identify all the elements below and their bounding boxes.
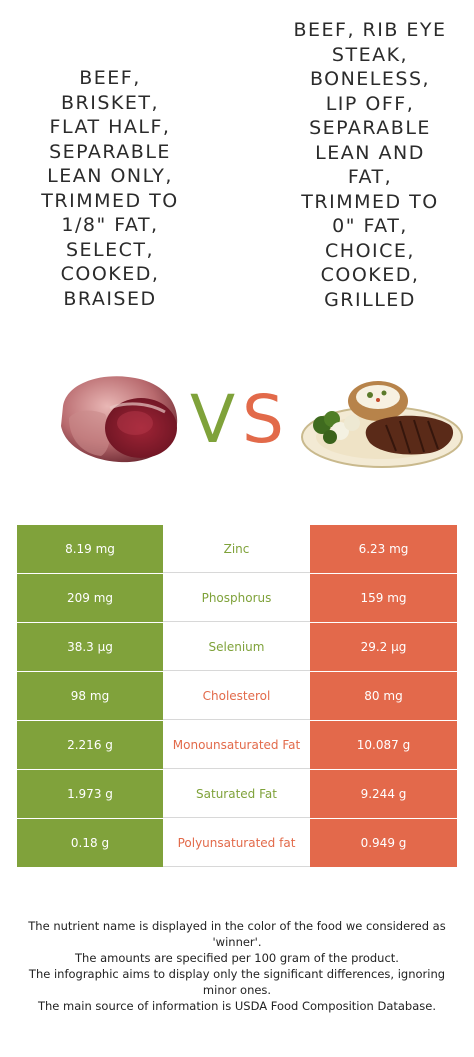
row-divider — [17, 867, 163, 868]
comparison-table: 8.19 mg Zinc 6.23 mg 209 mg Phosphorus 159 mg… — [17, 525, 457, 868]
nutrient-name: Zinc — [163, 525, 310, 573]
nutrient-name: Selenium — [163, 623, 310, 671]
footer-note-scope: The infographic aims to display only the… — [28, 967, 446, 997]
nutrient-name: Saturated Fat — [163, 770, 310, 818]
left-food-value: 2.216 g — [17, 721, 163, 769]
table-row: 0.18 g Polyunsaturated fat 0.949 g — [17, 819, 457, 868]
table-row: 209 mg Phosphorus 159 mg — [17, 574, 457, 623]
row-divider — [17, 818, 163, 819]
left-food-title: BEEF, BRISKET, FLAT HALF, SEPARABLE LEAN… — [41, 67, 179, 310]
table-row: 98 mg Cholesterol 80 mg — [17, 672, 457, 721]
row-divider — [17, 720, 163, 721]
vs-label: V S — [190, 385, 290, 455]
row-divider — [17, 622, 163, 623]
right-food-value: 9.244 g — [310, 770, 457, 818]
right-food-value: 29.2 µg — [310, 623, 457, 671]
footer-notes: The nutrient name is displayed in the co… — [20, 918, 454, 1014]
row-divider — [310, 622, 457, 623]
right-food-value: 6.23 mg — [310, 525, 457, 573]
table-row: 1.973 g Saturated Fat 9.244 g — [17, 770, 457, 819]
row-divider — [17, 671, 163, 672]
steak-plate-image — [301, 381, 463, 468]
left-food-value: 1.973 g — [17, 770, 163, 818]
row-divider — [310, 720, 457, 721]
row-divider — [310, 769, 457, 770]
left-food-value: 98 mg — [17, 672, 163, 720]
footer-note-winner: The nutrient name is displayed in the co… — [28, 919, 446, 949]
vs-s-letter: S — [242, 381, 284, 458]
footer-note-source: The main source of information is USDA F… — [37, 999, 436, 1013]
row-divider — [17, 573, 163, 574]
row-divider — [310, 573, 457, 574]
left-food-value: 38.3 µg — [17, 623, 163, 671]
left-food-value: 209 mg — [17, 574, 163, 622]
table-row: 2.216 g Monounsaturated Fat 10.087 g — [17, 721, 457, 770]
nutrient-name: Phosphorus — [163, 574, 310, 622]
row-divider — [310, 671, 457, 672]
brisket-meat-image — [61, 376, 178, 463]
table-row: 8.19 mg Zinc 6.23 mg — [17, 525, 457, 574]
nutrient-name: Monounsaturated Fat — [163, 721, 310, 769]
right-food-value: 159 mg — [310, 574, 457, 622]
row-divider — [310, 867, 457, 868]
table-row: 38.3 µg Selenium 29.2 µg — [17, 623, 457, 672]
row-divider — [310, 818, 457, 819]
nutrient-name: Cholesterol — [163, 672, 310, 720]
right-food-value: 0.949 g — [310, 819, 457, 867]
nutrient-name: Polyunsaturated fat — [163, 819, 310, 867]
left-food-value: 0.18 g — [17, 819, 163, 867]
right-food-title: BEEF, RIB EYE STEAK, BONELESS, LIP OFF, … — [293, 19, 447, 311]
right-food-value: 10.087 g — [310, 721, 457, 769]
left-food-value: 8.19 mg — [17, 525, 163, 573]
footer-note-amounts: The amounts are specified per 100 gram o… — [75, 951, 399, 965]
right-food-value: 80 mg — [310, 672, 457, 720]
row-divider — [17, 769, 163, 770]
vs-v-letter: V — [190, 381, 236, 458]
